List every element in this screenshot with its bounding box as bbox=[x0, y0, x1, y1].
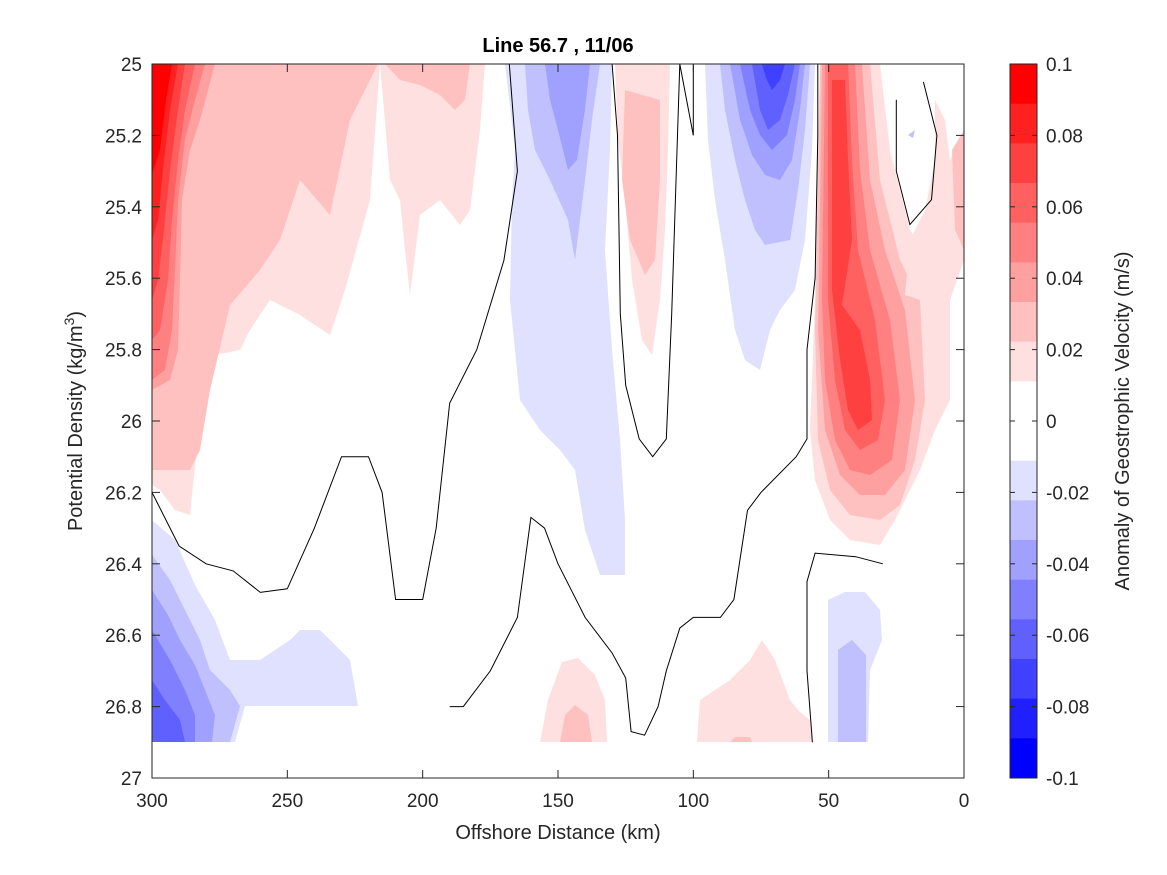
colorbar-segment bbox=[1010, 262, 1037, 303]
positive-region-island-b bbox=[385, 64, 470, 110]
x-tick-label: 150 bbox=[542, 791, 574, 812]
y-axis-label-superscript: 3 bbox=[61, 317, 77, 325]
zero-contour-line bbox=[806, 552, 883, 743]
x-tick-label: 200 bbox=[407, 791, 439, 812]
positive-region-deep-b bbox=[560, 705, 592, 742]
colorbar-segment bbox=[1010, 698, 1037, 739]
y-axis-label: Potential Density (kg/m3) bbox=[61, 311, 87, 531]
negative-region-deep-5 bbox=[152, 680, 185, 742]
positive-region-deep-a bbox=[540, 658, 607, 742]
x-axis: 300 250 200 150 100 50 0 bbox=[136, 64, 969, 812]
colorbar-segment bbox=[1010, 619, 1037, 660]
y-tick-label: 26.4 bbox=[105, 555, 142, 576]
y-axis-label-main: Potential Density (kg/m bbox=[65, 325, 87, 531]
colorbar-tick-label: 0 bbox=[1046, 412, 1057, 433]
colorbar-segment bbox=[1010, 341, 1037, 382]
colorbar-segment bbox=[1010, 579, 1037, 620]
positive-region-coastal-a bbox=[905, 100, 964, 300]
x-tick-label: 0 bbox=[959, 791, 970, 812]
colorbar-segment bbox=[1010, 500, 1037, 541]
y-tick-label: 25.4 bbox=[105, 198, 142, 219]
colorbar-tick-label: 0.1 bbox=[1046, 55, 1072, 76]
positive-region-tongue-b bbox=[622, 90, 660, 275]
y-tick-label: 25.2 bbox=[105, 126, 142, 147]
colorbar-tick-label: -0.08 bbox=[1046, 698, 1089, 719]
colorbar-segment bbox=[1010, 222, 1037, 263]
colorbar-tick-label: -0.02 bbox=[1046, 483, 1089, 504]
positive-region-jet-6 bbox=[832, 80, 872, 430]
zero-contour-line bbox=[895, 81, 938, 226]
zero-contour-line bbox=[449, 64, 819, 736]
zero-contour-lines bbox=[152, 64, 938, 743]
y-tick-label: 25 bbox=[121, 55, 142, 76]
colorbar-segment bbox=[1010, 381, 1037, 422]
colorbar-tick-label: -0.1 bbox=[1046, 769, 1079, 790]
colorbar-ticks: 0.1 0.08 0.06 0.04 0.02 0 -0.02 -0.04 -0.06 -0.08… bbox=[1010, 55, 1090, 790]
colorbar-segment bbox=[1010, 103, 1037, 144]
colorbar-segment bbox=[1010, 183, 1037, 224]
positive-region-deep-d bbox=[730, 737, 752, 742]
colorbar-tick-label: -0.06 bbox=[1046, 626, 1089, 647]
y-tick-label: 26.2 bbox=[105, 483, 142, 504]
x-tick-label: 300 bbox=[136, 791, 168, 812]
colorbar-tick-label: 0.06 bbox=[1046, 198, 1083, 219]
negative-region-band-3 bbox=[545, 64, 590, 170]
y-tick-label: 26 bbox=[121, 412, 142, 433]
colorbar-tick-label: 0.04 bbox=[1046, 269, 1083, 290]
colorbar-segment bbox=[1010, 738, 1037, 779]
y-tick-label: 26.8 bbox=[105, 698, 142, 719]
colorbar-tick-label: -0.04 bbox=[1046, 555, 1090, 576]
colorbar-label: Anomaly of Geostrophic Velocity (m/s) bbox=[1112, 251, 1134, 590]
y-axis: 25 25.2 25.4 25.6 25.8 26 26.2 26.4 26.6 26.8 27 bbox=[105, 55, 964, 790]
y-tick-label: 25.6 bbox=[105, 269, 142, 290]
x-tick-label: 250 bbox=[271, 791, 303, 812]
negative-region-speck bbox=[908, 130, 915, 138]
positive-region-offshore-core bbox=[152, 64, 172, 175]
colorbar bbox=[1010, 64, 1037, 779]
y-tick-label: 27 bbox=[121, 769, 142, 790]
y-tick-label: 26.6 bbox=[105, 626, 142, 647]
zero-contour-line bbox=[152, 64, 518, 600]
colorbar-segment bbox=[1010, 143, 1037, 184]
y-tick-label: 25.8 bbox=[105, 341, 142, 362]
positive-region-offshore-1 bbox=[152, 64, 378, 470]
colorbar-tick-label: 0.08 bbox=[1046, 126, 1083, 147]
colorbar-segment bbox=[1010, 302, 1037, 343]
y-axis-label-close: ) bbox=[65, 311, 87, 318]
negative-region-band-1 bbox=[505, 64, 625, 575]
x-axis-label: Offshore Distance (km) bbox=[455, 822, 660, 844]
negative-region-nearshore-2 bbox=[838, 640, 866, 742]
colorbar-segment bbox=[1010, 460, 1037, 501]
colorbar-segment bbox=[1010, 64, 1037, 105]
positive-region-island-a bbox=[380, 64, 485, 295]
x-tick-label: 100 bbox=[677, 791, 709, 812]
x-tick-label: 50 bbox=[818, 791, 839, 812]
colorbar-segment bbox=[1010, 540, 1037, 581]
chart-title: Line 56.7 , 11/06 bbox=[482, 35, 633, 57]
colorbar-tick-label: 0.02 bbox=[1046, 341, 1083, 362]
positive-region-deep-c bbox=[697, 640, 812, 742]
colorbar-segment bbox=[1010, 659, 1037, 700]
positive-region-coastal-b bbox=[952, 130, 964, 250]
colorbar-segment bbox=[1010, 421, 1037, 462]
negative-region-core-6 bbox=[762, 64, 785, 90]
contour-field bbox=[152, 64, 964, 778]
zero-contour-line bbox=[611, 64, 694, 458]
negative-region-core-5 bbox=[752, 64, 795, 130]
